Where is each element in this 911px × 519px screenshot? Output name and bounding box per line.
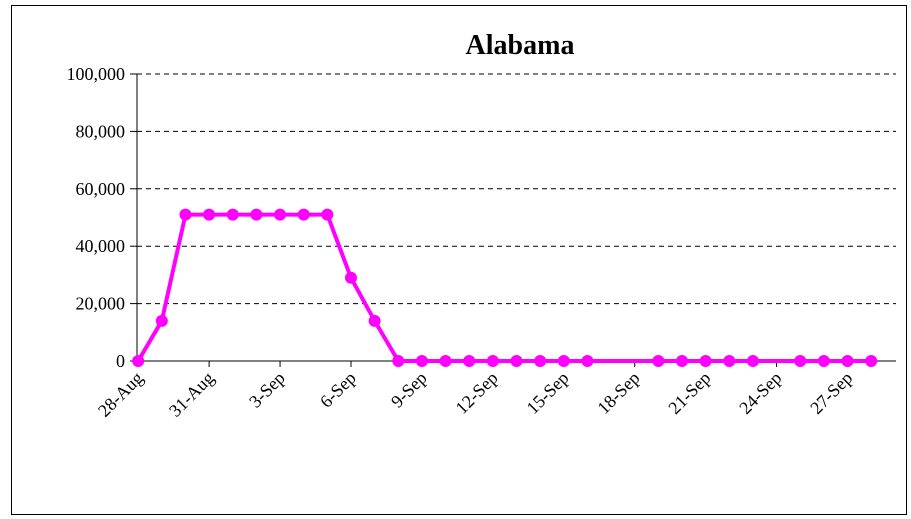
line-chart: Alabama 0 20,000 40,000 60,000 80,000 100,000… (67, 30, 896, 421)
data-point (415, 355, 428, 367)
x-tick-label: 28-Aug (94, 368, 147, 421)
data-point (368, 314, 381, 327)
y-tick-label: 40,000 (76, 236, 126, 256)
x-tick-label: 18-Sep (593, 368, 643, 418)
data-point (439, 355, 452, 367)
data-point (746, 355, 759, 367)
y-tick-label: 60,000 (76, 179, 126, 199)
data-point (676, 355, 689, 367)
x-tick-labels: 28-Aug 31-Aug 3-Sep 6-Sep 9-Sep 12-Sep 15-Sep 1… (94, 368, 856, 421)
data-point (865, 355, 878, 367)
data-point (344, 271, 357, 284)
series-line-path (136, 212, 872, 363)
data-point (250, 208, 263, 221)
axes (130, 73, 896, 367)
data-point (321, 208, 334, 221)
data-point (297, 208, 310, 221)
y-tick-label: 20,000 (76, 294, 126, 314)
y-tick-label: 80,000 (76, 121, 126, 141)
x-tick-label: 6-Sep (316, 368, 360, 412)
data-point (841, 355, 854, 367)
data-point (155, 314, 168, 327)
chart-frame: Alabama 0 20,000 40,000 60,000 80,000 100,000… (11, 5, 907, 515)
x-tick-label: 21-Sep (664, 368, 714, 418)
x-tick-label: 9-Sep (387, 368, 431, 412)
chart-title: Alabama (466, 30, 575, 61)
data-point (581, 355, 594, 367)
data-point (203, 208, 216, 221)
y-tick-label: 100,000 (67, 64, 126, 84)
data-point (486, 355, 499, 367)
data-point (534, 355, 547, 367)
data-point (132, 355, 145, 367)
series-line (136, 212, 872, 363)
data-point (392, 355, 405, 367)
data-point (557, 355, 570, 367)
x-tick-label: 31-Aug (165, 368, 218, 421)
x-tick-label: 27-Sep (806, 368, 856, 418)
data-points (132, 208, 878, 367)
data-point (652, 355, 665, 367)
x-tick-label: 12-Sep (451, 368, 501, 418)
data-point (510, 355, 523, 367)
data-point (817, 355, 830, 367)
data-point (274, 208, 287, 221)
y-tick-labels: 0 20,000 40,000 60,000 80,000 100,000 (67, 64, 126, 371)
data-point (699, 355, 712, 367)
data-point (794, 355, 807, 367)
data-point (463, 355, 476, 367)
data-point (226, 208, 239, 221)
data-point (723, 355, 736, 367)
gridlines (137, 73, 896, 305)
y-tick-label: 0 (116, 351, 125, 371)
data-point (179, 208, 192, 221)
x-tick-label: 24-Sep (735, 368, 785, 418)
x-tick-label: 15-Sep (522, 368, 572, 418)
x-tick-label: 3-Sep (245, 368, 289, 412)
